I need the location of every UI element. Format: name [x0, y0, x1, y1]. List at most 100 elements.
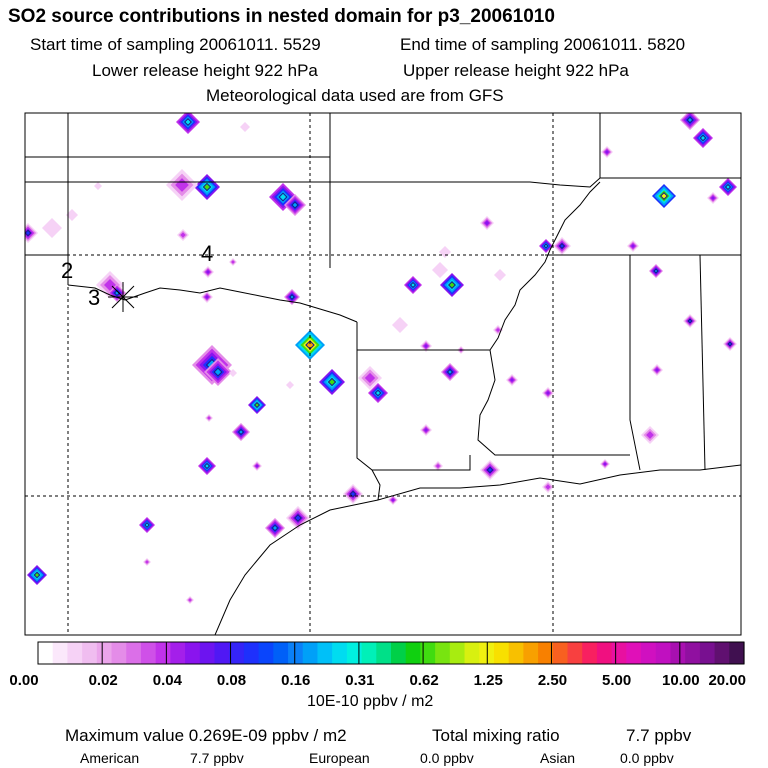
- plume-spot: [494, 269, 506, 281]
- colorbar-swatch: [214, 642, 230, 664]
- plume-spot: [539, 239, 553, 253]
- colorbar-swatch: [243, 642, 260, 664]
- colorbar-swatch: [302, 642, 319, 664]
- plume-spot: [198, 457, 216, 475]
- colorbar-swatch: [729, 642, 745, 664]
- colorbar-tick-label: 5.00: [602, 672, 632, 689]
- plume-spot: [229, 258, 237, 266]
- colorbar-swatch: [641, 642, 657, 664]
- colorbar-swatch: [67, 642, 83, 664]
- colorbar-swatch: [155, 642, 171, 664]
- colorbar-swatch: [420, 642, 436, 664]
- plume-spot: [265, 518, 285, 538]
- lower-height-label: Lower release height 922 hPa: [92, 61, 318, 80]
- plume-spot: [719, 178, 737, 196]
- upper-height-label: Upper release height 922 hPa: [403, 61, 629, 80]
- plume-spot: [707, 192, 719, 204]
- plume-spot: [480, 460, 500, 480]
- plume-spot: [248, 396, 266, 414]
- plume-spot: [641, 426, 659, 444]
- colorbar-swatch: [685, 642, 701, 664]
- colorbar-swatch: [288, 642, 304, 664]
- colorbar-swatch: [185, 642, 201, 664]
- colorbar: [38, 642, 745, 664]
- plume-spot: [229, 369, 237, 377]
- plume-spot: [432, 262, 448, 278]
- plume-spot: [723, 337, 737, 351]
- plume-spot: [392, 317, 408, 333]
- plume-spot: [420, 424, 432, 436]
- plume-spot: [368, 383, 388, 403]
- plume-spot: [651, 364, 663, 376]
- colorbar-swatch: [140, 642, 157, 664]
- plume-spot: [319, 369, 345, 395]
- plume-spot: [201, 291, 213, 303]
- plume-spot: [649, 264, 663, 278]
- plume-spot: [186, 596, 194, 604]
- plume-spot: [440, 273, 464, 297]
- plume-spot: [284, 194, 306, 216]
- colorbar-swatch: [626, 642, 642, 664]
- colorbar-tick-label: 0.62: [409, 672, 439, 689]
- plume-spot: [433, 461, 443, 471]
- colorbar-swatch: [111, 642, 127, 664]
- american-label: American: [80, 750, 140, 766]
- source-label-4: 4: [201, 241, 213, 266]
- colorbar-tick-label: 0.16: [281, 672, 311, 689]
- total-mixing-label: Total mixing ratio: [432, 726, 560, 745]
- plume-spot: [542, 481, 554, 493]
- max-value-label: Maximum value 0.269E-09 ppbv / m2: [65, 726, 347, 745]
- colorbar-swatch: [376, 642, 392, 664]
- plume-spot: [680, 113, 700, 130]
- plume-spot: [542, 387, 554, 399]
- colorbar-swatch: [332, 642, 348, 664]
- plume-spot: [420, 340, 432, 352]
- colorbar-swatch: [258, 642, 274, 664]
- plume-spot: [480, 216, 494, 230]
- colorbar-swatch: [508, 642, 524, 664]
- plume-spot: [25, 223, 38, 243]
- plume-spot: [252, 461, 262, 471]
- plume-spot: [286, 381, 294, 389]
- colorbar-swatch: [449, 642, 466, 664]
- colorbar-swatch: [391, 642, 407, 664]
- source-label-3: 3: [88, 285, 100, 310]
- colorbar-swatch: [582, 642, 598, 664]
- colorbar-swatch: [493, 642, 510, 664]
- plume-spot: [441, 363, 459, 381]
- plume-spot: [42, 218, 62, 238]
- colorbar-swatch: [596, 642, 613, 664]
- plume-spot: [553, 237, 571, 255]
- plume-spot: [139, 517, 155, 533]
- colorbar-swatch: [170, 642, 186, 664]
- plume-spot: [286, 506, 310, 530]
- plume-spot: [652, 184, 676, 208]
- plume-spot: [284, 289, 300, 305]
- chart-title: SO2 source contributions in nested domai…: [8, 6, 555, 27]
- plume-spot: [177, 229, 189, 241]
- plume-spot: [232, 423, 250, 441]
- plume-spot: [66, 209, 78, 221]
- colorbar-swatch: [229, 642, 245, 664]
- colorbar-swatch: [317, 642, 333, 664]
- european-label: European: [309, 750, 370, 766]
- source-label-2: 2: [61, 258, 73, 283]
- colorbar-swatch: [405, 642, 422, 664]
- plume-spot: [693, 128, 713, 148]
- plume-spot: [240, 122, 250, 132]
- colorbar-swatch: [699, 642, 716, 664]
- plume-spot: [202, 266, 214, 278]
- colorbar-swatch: [714, 642, 730, 664]
- plume-spot: [176, 113, 200, 134]
- colorbar-swatch: [126, 642, 142, 664]
- map-background: [25, 113, 741, 635]
- plume-spot: [204, 358, 232, 386]
- colorbar-tick-label: 10.00: [662, 672, 700, 689]
- colorbar-swatch: [523, 642, 539, 664]
- colorbar-swatch: [82, 642, 98, 664]
- colorbar-swatch: [655, 642, 672, 664]
- colorbar-swatch: [611, 642, 627, 664]
- plume-layer: [25, 113, 737, 604]
- colorbar-swatch: [199, 642, 216, 664]
- plume-spot: [627, 240, 639, 252]
